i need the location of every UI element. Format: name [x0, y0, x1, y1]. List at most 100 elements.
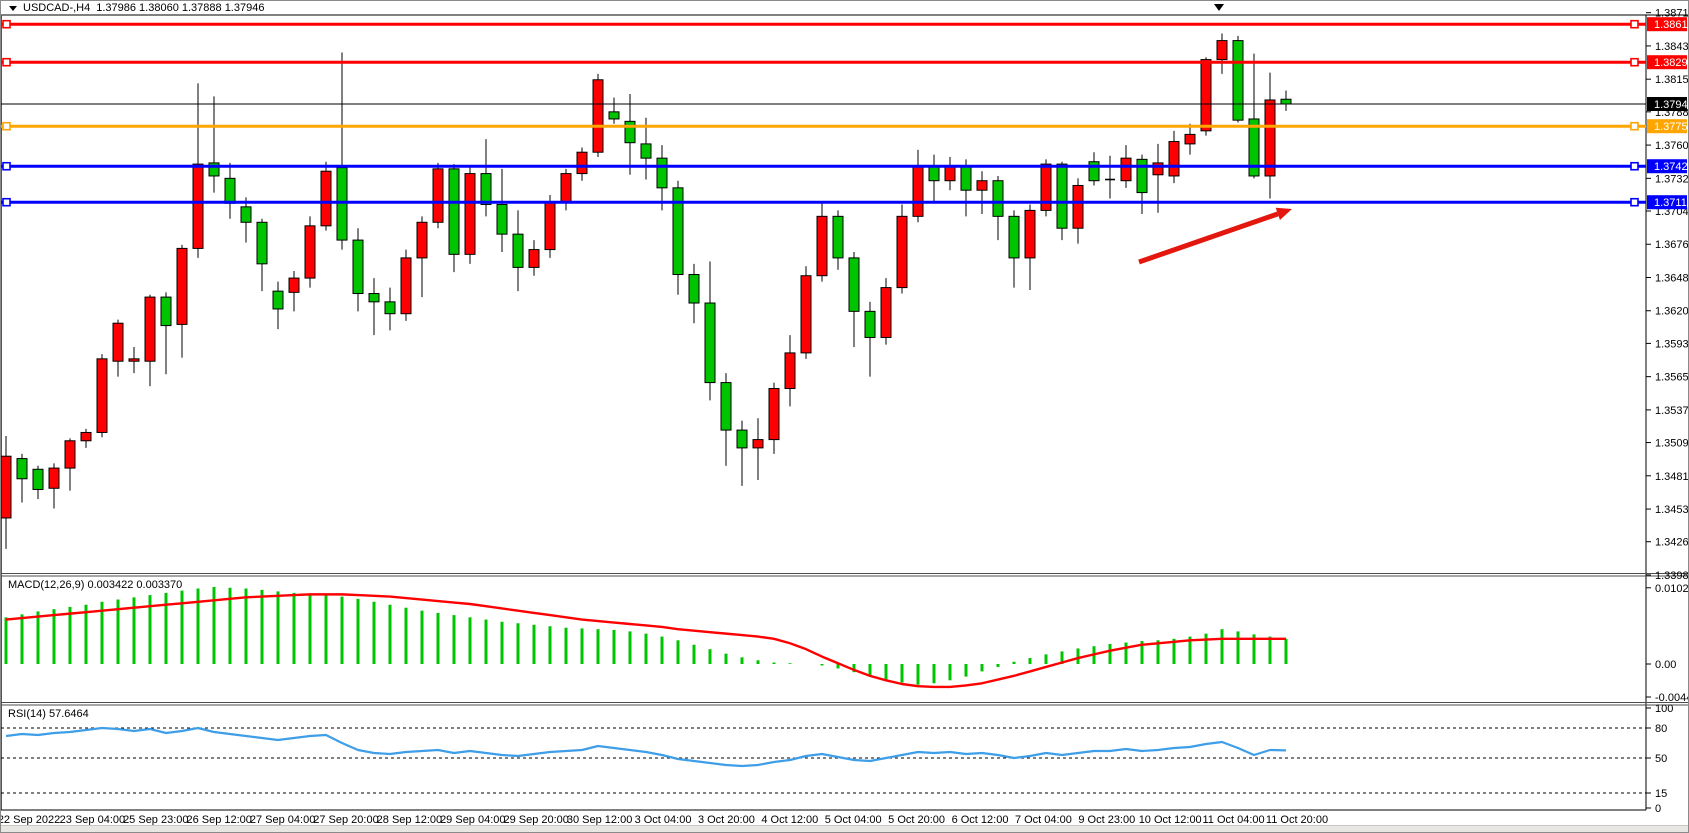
candle-body — [240, 206, 252, 223]
line-anchor-marker[interactable] — [2, 121, 11, 131]
candle-body — [560, 173, 572, 203]
candle-body — [944, 165, 956, 182]
candle-body — [1056, 163, 1068, 229]
time-axis-label: 28 Sep 12:00 — [377, 814, 442, 826]
line-anchor-marker[interactable] — [1630, 197, 1639, 207]
candle-body — [512, 233, 524, 268]
candle-body — [832, 215, 844, 259]
candle-body — [976, 180, 988, 191]
candle-body — [736, 429, 748, 449]
line-anchor-marker[interactable] — [1630, 161, 1639, 171]
candle-body — [1200, 59, 1212, 132]
candle-body — [864, 310, 876, 338]
time-axis-label: 4 Oct 12:00 — [761, 814, 818, 826]
candle-body — [96, 358, 108, 433]
symbol-timeframe-title: USDCAD-,H4 — [23, 2, 91, 14]
time-axis-label: 5 Oct 04:00 — [825, 814, 882, 826]
candle-body — [416, 221, 428, 259]
shift-marker-icon[interactable] — [1214, 4, 1224, 11]
line-anchor-marker[interactable] — [1630, 57, 1639, 67]
dropdown-triangle-icon[interactable] — [9, 5, 17, 11]
candle-body — [928, 165, 940, 182]
candle-body — [448, 168, 460, 255]
time-axis-label: 23 Sep 04:00 — [60, 814, 125, 826]
price-tag — [1647, 119, 1687, 134]
chart-title-bar: USDCAD-,H4 1.37986 1.38060 1.37888 1.379… — [1, 1, 1688, 15]
time-axis-label: 3 Oct 04:00 — [635, 814, 692, 826]
candle-body — [1280, 98, 1292, 105]
price-tag — [1647, 195, 1687, 210]
price-tick-label: 1.38435 — [1655, 41, 1688, 53]
candle-body — [800, 275, 812, 354]
candle-body — [1, 455, 12, 519]
price-tag — [1647, 97, 1687, 111]
trend-arrow[interactable] — [1138, 211, 1279, 265]
candle-body — [32, 468, 44, 490]
time-axis-label: 9 Oct 23:00 — [1078, 814, 1135, 826]
candle-body — [1264, 99, 1276, 177]
line-anchor-marker[interactable] — [1630, 121, 1639, 131]
time-axis-label: 27 Sep 20:00 — [313, 814, 378, 826]
line-anchor-marker[interactable] — [2, 161, 11, 171]
candle-body — [208, 162, 220, 177]
candle-body — [160, 296, 172, 327]
candle-body — [400, 257, 412, 315]
line-anchor-marker[interactable] — [2, 197, 11, 207]
price-tick-label: 1.34535 — [1655, 504, 1688, 516]
price-tick-label: 1.34260 — [1655, 537, 1688, 549]
candle-body — [1168, 141, 1180, 177]
price-tick-label: 1.35095 — [1655, 438, 1688, 450]
time-axis-label: 29 Sep 04:00 — [440, 814, 505, 826]
candle-body — [176, 247, 188, 325]
candle-body — [128, 358, 140, 362]
price-tag-label: 1.37759 — [1654, 121, 1688, 133]
rsi-tick-label: 50 — [1655, 753, 1667, 765]
candle-body — [1136, 158, 1148, 194]
price-tick-label: 1.38155 — [1655, 74, 1688, 86]
line-anchor-marker[interactable] — [2, 19, 11, 29]
candle-body — [336, 167, 348, 241]
candle-body — [592, 79, 604, 153]
line-anchor-marker[interactable] — [2, 57, 11, 67]
price-tick-label: 1.35930 — [1655, 338, 1688, 350]
candle-body — [1152, 162, 1164, 176]
line-anchor-marker[interactable] — [1630, 19, 1639, 29]
price-tag — [1647, 159, 1687, 174]
price-tick-label: 1.36205 — [1655, 306, 1688, 318]
price-tag — [1647, 55, 1687, 70]
time-axis-label: 5 Oct 20:00 — [888, 814, 945, 826]
price-tag-label: 1.37119 — [1654, 197, 1688, 209]
candle-body — [384, 301, 396, 315]
candle-body — [320, 170, 332, 227]
time-axis-label: 3 Oct 20:00 — [698, 814, 755, 826]
time-axis-label: 11 Oct 04:00 — [1203, 814, 1265, 826]
candle-body — [496, 203, 508, 235]
candle-body — [896, 215, 908, 289]
candle-body — [768, 388, 780, 441]
rsi-line — [5, 726, 1287, 768]
time-axis-label: 10 Oct 12:00 — [1139, 814, 1202, 826]
candle-body — [672, 187, 684, 276]
time-axis-label: 6 Oct 12:00 — [952, 814, 1009, 826]
rsi-tick-label: 100 — [1655, 703, 1673, 715]
candle-body — [608, 111, 620, 120]
candle-body — [752, 439, 764, 449]
time-axis-label: 25 Sep 23:00 — [123, 814, 188, 826]
macd-indicator-label: MACD(12,26,9) 0.003422 0.003370 — [8, 579, 183, 591]
trend-arrow-head[interactable] — [1275, 207, 1292, 221]
price-tick-label: 1.33980 — [1655, 570, 1688, 582]
candle-body — [576, 151, 588, 175]
candle-body — [48, 467, 60, 489]
rsi-tick-label: 0 — [1655, 803, 1661, 815]
candle-body — [720, 382, 732, 431]
candle-body — [1072, 184, 1084, 229]
macd-tick-label: -0.004453 — [1655, 692, 1688, 704]
price-tag — [1647, 17, 1687, 32]
candle-body — [368, 293, 380, 303]
candle-body — [544, 201, 556, 251]
ohlc-quote-readout: 1.37986 1.38060 1.37888 1.37946 — [96, 2, 265, 14]
candle-body — [256, 221, 268, 265]
macd-tick-label: 0.01029 — [1655, 583, 1688, 595]
